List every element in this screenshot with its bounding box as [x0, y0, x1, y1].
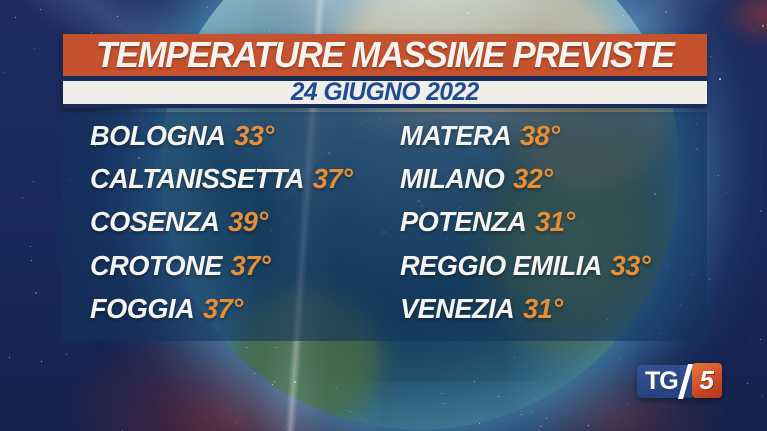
forecast-row: POTENZA 31°	[400, 206, 698, 238]
city-name: MATERA	[400, 120, 511, 151]
city-name: BOLOGNA	[90, 120, 225, 151]
forecast-column-left: BOLOGNA 33° CALTANISSETTA 37° COSENZA 39° C…	[90, 114, 400, 341]
forecast-column-right: MATERA 38° MILANO 32° POTENZA 31° REGGIO EM…	[400, 114, 707, 341]
forecast-row: MATERA 38°	[400, 120, 698, 152]
date-banner: 24 GIUGNO 2022	[63, 81, 707, 108]
temperature-value: 38°	[520, 120, 560, 151]
weather-graphic: TEMPERATURE MASSIME PREVISTE 24 GIUGNO 2…	[0, 0, 767, 431]
title-banner: TEMPERATURE MASSIME PREVISTE	[63, 34, 707, 76]
tg5-logo-tg: TG	[637, 365, 680, 398]
forecast-panel: BOLOGNA 33° CALTANISSETTA 37° COSENZA 39° C…	[62, 112, 707, 341]
forecast-row: BOLOGNA 33°	[90, 120, 391, 152]
city-name: FOGGIA	[90, 293, 194, 324]
forecast-row: FOGGIA 37°	[90, 293, 391, 325]
forecast-row: COSENZA 39°	[90, 206, 391, 238]
tg5-logo: TG 5	[637, 365, 722, 398]
city-name: MILANO	[400, 163, 504, 194]
tg5-logo-five: 5	[692, 363, 722, 398]
city-name: POTENZA	[400, 206, 526, 237]
city-name: REGGIO EMILIA	[400, 250, 602, 281]
forecast-date: 24 GIUGNO 2022	[291, 78, 479, 107]
page-title: TEMPERATURE MASSIME PREVISTE	[96, 34, 674, 76]
forecast-row: CALTANISSETTA 37°	[90, 163, 391, 195]
temperature-value: 32°	[513, 163, 553, 194]
forecast-row: REGGIO EMILIA 33°	[400, 250, 698, 282]
tg5-logo-slash-icon	[680, 365, 692, 398]
header-banners: TEMPERATURE MASSIME PREVISTE 24 GIUGNO 2…	[63, 34, 707, 108]
temperature-value: 31°	[523, 293, 563, 324]
temperature-value: 33°	[234, 120, 274, 151]
city-name: VENEZIA	[400, 293, 514, 324]
forecast-row: CROTONE 37°	[90, 250, 391, 282]
temperature-value: 37°	[313, 163, 353, 194]
forecast-row: VENEZIA 31°	[400, 293, 698, 325]
city-name: CROTONE	[90, 250, 222, 281]
city-name: CALTANISSETTA	[90, 163, 304, 194]
city-name: COSENZA	[90, 206, 219, 237]
temperature-value: 37°	[203, 293, 243, 324]
temperature-value: 31°	[535, 206, 575, 237]
temperature-value: 33°	[611, 250, 651, 281]
temperature-value: 37°	[231, 250, 271, 281]
forecast-row: MILANO 32°	[400, 163, 698, 195]
temperature-value: 39°	[228, 206, 268, 237]
